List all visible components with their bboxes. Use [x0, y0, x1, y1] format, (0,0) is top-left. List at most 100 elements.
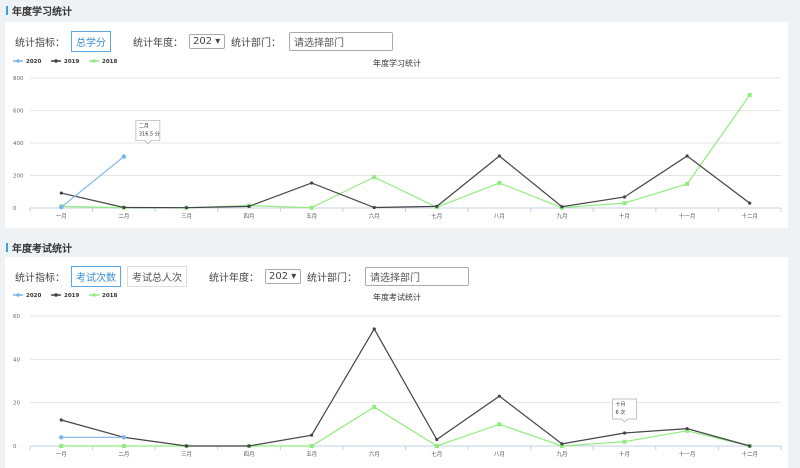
year-label: 统计年度：	[209, 273, 259, 284]
data-point-2019	[748, 201, 752, 205]
tooltip-value: 6 次	[616, 409, 626, 416]
data-point-2019	[560, 442, 564, 446]
x-tick-label: 二月	[118, 451, 129, 458]
data-point-2019	[372, 205, 376, 210]
series-line-2019	[61, 327, 750, 447]
tooltip-category: 二月	[139, 124, 149, 130]
legend-marker	[92, 59, 96, 63]
exam-panel: 统计指标： 考试次数 考试总人次 统计年度： 202 ▾ 统计部门： 请选择部门…	[5, 257, 788, 468]
study-title-text: 年度学习统计	[12, 7, 72, 18]
x-tick-label: 五月	[306, 213, 317, 220]
data-point-2020	[121, 154, 127, 159]
exam-total-attendees-button[interactable]: 考试总人次	[127, 266, 187, 287]
data-point-2019	[122, 205, 126, 210]
x-tick-label: 十二月	[741, 212, 758, 220]
y-tick-label: 800	[13, 76, 24, 82]
data-point-2019	[685, 154, 689, 158]
data-point-2018	[121, 444, 126, 448]
indicator-label: 统计指标：	[15, 38, 65, 49]
legend-label-2020: 2020	[26, 293, 41, 299]
data-point-2018	[434, 444, 439, 448]
data-point-2019	[59, 418, 63, 422]
legend-label-2018: 2018	[102, 59, 117, 65]
series-line-2020	[60, 156, 125, 208]
x-tick-label: 一月	[56, 451, 67, 458]
data-point-2019	[59, 191, 63, 195]
data-point-2018	[497, 422, 502, 427]
tooltip-value: 316.5 分	[139, 131, 160, 138]
x-tick-label: 三月	[181, 213, 192, 220]
legend-marker	[54, 59, 58, 63]
total-credits-button[interactable]: 总学分	[71, 31, 111, 52]
legend-label-2019: 2019	[64, 293, 79, 299]
x-tick-label: 八月	[494, 451, 505, 458]
data-point-2018	[309, 205, 314, 210]
x-tick-label: 十一月	[679, 450, 696, 458]
y-tick-label: 40	[13, 357, 20, 363]
study-filters: 统计指标： 总学分 统计年度： 202 ▾ 统计部门： 请选择部门	[15, 31, 393, 52]
data-point-2019	[310, 433, 314, 437]
exam-count-button[interactable]: 考试次数	[71, 266, 121, 287]
tooltip: 十月6 次	[612, 398, 637, 423]
data-point-2019	[560, 205, 564, 209]
study-panel: 统计指标： 总学分 统计年度： 202 ▾ 统计部门： 请选择部门 年度学习统计…	[5, 22, 788, 228]
x-tick-label: 四月	[244, 213, 255, 220]
data-point-2020	[59, 204, 64, 210]
legend-label-2018: 2018	[102, 293, 117, 299]
x-tick-label: 四月	[244, 451, 255, 458]
exam-line-chart: 年度考试统计 2020 2019 2018 0 20 40 60 一月 二月 三月 四月 五月 六月 七月 八…	[13, 292, 782, 458]
data-point-2019	[372, 327, 376, 331]
data-point-2018	[747, 93, 752, 98]
study-section-title: 年度学习统计	[6, 3, 72, 18]
legend-marker	[54, 293, 58, 297]
data-point-2019	[184, 206, 189, 210]
data-point-2018	[372, 405, 377, 409]
tooltip-box	[612, 398, 637, 423]
data-point-2019	[435, 437, 439, 442]
dept-input[interactable]: 请选择部门	[365, 267, 469, 286]
x-tick-label: 七月	[431, 450, 442, 458]
data-point-2019	[622, 195, 627, 199]
data-point-2019	[435, 204, 439, 208]
x-tick-label: 十月	[619, 450, 630, 458]
y-tick-label: 200	[13, 174, 24, 180]
year-select[interactable]: 202 ▾	[189, 34, 225, 49]
x-tick-label: 一月	[56, 213, 67, 220]
series-line-2018	[61, 406, 750, 447]
indicator-label: 统计指标：	[15, 273, 65, 284]
exam-title-text: 年度考试统计	[12, 244, 72, 255]
x-tick-label: 七月	[431, 212, 442, 220]
data-point-2018	[622, 201, 627, 206]
legend-marker	[92, 293, 96, 297]
data-point-2019	[184, 444, 189, 448]
x-tick-label: 八月	[494, 213, 505, 220]
legend-marker	[16, 293, 20, 297]
data-point-2018	[372, 175, 377, 180]
data-point-2018	[59, 444, 64, 448]
study-line-chart: 年度学习统计2020 2019 20180200400600800一月 二月 三月 四月五…	[13, 58, 782, 220]
x-tick-label: 五月	[306, 451, 317, 458]
y-tick-label: 600	[13, 109, 24, 115]
y-tick-label: 60	[13, 314, 20, 320]
data-point-2020	[121, 435, 127, 440]
year-value: 202	[193, 36, 213, 47]
data-point-2019	[247, 444, 251, 448]
data-point-2018	[685, 181, 690, 186]
legend-label-2020: 2020	[26, 59, 41, 65]
data-point-2019	[622, 431, 627, 435]
dept-input[interactable]: 请选择部门	[289, 32, 393, 51]
data-point-2018	[497, 180, 502, 185]
y-tick-label: 400	[13, 141, 24, 147]
year-select[interactable]: 202 ▾	[265, 269, 301, 284]
x-tick-label: 六月	[369, 212, 380, 220]
data-point-2018	[309, 444, 314, 448]
y-tick-label: 20	[13, 401, 20, 407]
x-tick-label: 二月	[118, 213, 129, 220]
tooltip-box	[135, 120, 161, 145]
chart-title: 年度学习统计	[373, 58, 421, 68]
data-point-2019	[497, 394, 501, 398]
data-point-2018	[685, 428, 690, 433]
year-value: 202	[269, 271, 289, 282]
data-point-2019	[247, 204, 251, 208]
x-tick-label: 十二月	[741, 450, 758, 458]
